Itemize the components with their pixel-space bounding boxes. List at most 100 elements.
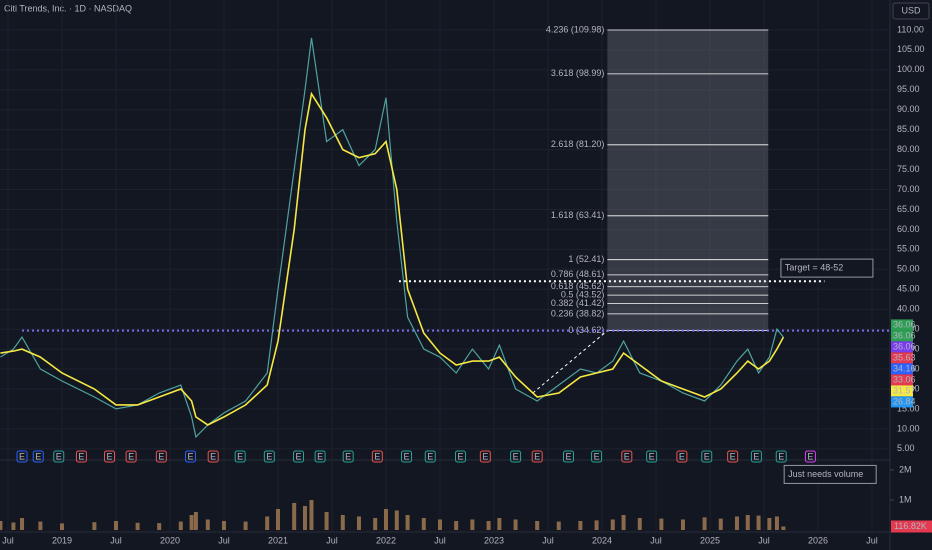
volume-bar	[621, 514, 626, 530]
price-tag-label: 34.16	[893, 363, 916, 373]
volume-bar	[275, 508, 280, 530]
x-tick-label: 2019	[52, 535, 72, 545]
price-tag-label: 36.06	[893, 330, 916, 340]
earnings-marker[interactable]	[750, 450, 762, 463]
fib-box	[607, 30, 769, 331]
earnings-marker[interactable]	[185, 450, 197, 463]
earnings-marker[interactable]	[293, 450, 305, 463]
volume-bar	[421, 517, 426, 530]
x-tick-label: Jul	[434, 535, 446, 545]
earnings-marker[interactable]	[424, 450, 436, 463]
y-tick-label: 70.00	[897, 184, 920, 194]
earnings-marker[interactable]	[531, 450, 543, 463]
earnings-marker[interactable]	[207, 450, 219, 463]
volume-bar	[324, 511, 329, 530]
earnings-marker[interactable]	[479, 450, 491, 463]
y-tick-label: 65.00	[897, 204, 920, 214]
volume-tag	[891, 520, 932, 533]
earnings-marker[interactable]	[400, 450, 412, 463]
fib-label: 1 (52.41)	[568, 254, 604, 264]
earnings-label: E	[295, 451, 301, 461]
earnings-label: E	[679, 451, 685, 461]
volume-bar	[513, 519, 518, 530]
earnings-label: E	[565, 451, 571, 461]
volume-bar	[135, 522, 140, 530]
y-tick-label: 100.00	[897, 64, 925, 74]
x-tick-label: Jul	[326, 535, 338, 545]
x-tick-label: 2022	[376, 535, 396, 545]
earnings-marker[interactable]	[53, 450, 65, 463]
earnings-marker[interactable]	[804, 450, 816, 463]
y-tick-label: 95.00	[897, 84, 920, 94]
volume-bar	[157, 523, 162, 530]
x-tick-label: 2020	[160, 535, 180, 545]
earnings-marker[interactable]	[155, 450, 167, 463]
earnings-label: E	[78, 451, 84, 461]
x-tick-label: Jul	[542, 535, 554, 545]
earnings-marker[interactable]	[234, 450, 246, 463]
y-tick-label: 45.00	[897, 284, 920, 294]
x-tick-label: Jul	[110, 535, 122, 545]
volume-bar	[113, 520, 118, 530]
earnings-marker[interactable]	[621, 450, 633, 463]
earnings-marker[interactable]	[125, 450, 137, 463]
earnings-label: E	[19, 451, 25, 461]
annotation: Just needs volume	[788, 469, 863, 479]
x-tick-label: 2024	[592, 535, 612, 545]
earnings-label: E	[56, 451, 62, 461]
price-tag	[891, 374, 913, 386]
earnings-marker[interactable]	[104, 450, 116, 463]
volume-bar	[610, 519, 615, 530]
earnings-label: E	[107, 451, 113, 461]
earnings-marker[interactable]	[646, 450, 658, 463]
fib-label: 2.618 (81.20)	[551, 139, 605, 149]
earnings-label: E	[753, 451, 759, 461]
earnings-marker[interactable]	[591, 450, 603, 463]
volume-bar	[756, 515, 761, 530]
fib-label: 0.786 (48.61)	[551, 269, 605, 279]
earnings-marker[interactable]	[371, 450, 383, 463]
earnings-marker[interactable]	[342, 450, 354, 463]
fib-label: 0.236 (38.82)	[551, 308, 605, 318]
earnings-marker[interactable]	[775, 450, 787, 463]
volume-bar	[594, 520, 599, 530]
earnings-marker[interactable]	[314, 450, 326, 463]
earnings-label: E	[624, 451, 630, 461]
earnings-label: E	[237, 451, 243, 461]
earnings-marker[interactable]	[562, 450, 574, 463]
earnings-label: E	[427, 451, 433, 461]
x-tick-label: Jul	[218, 535, 230, 545]
earnings-marker[interactable]	[32, 450, 44, 463]
earnings-label: E	[317, 451, 323, 461]
y-tick-label: 60.00	[897, 224, 920, 234]
currency[interactable]: USD	[901, 5, 921, 15]
price-tag-label: 31.57	[893, 385, 916, 395]
price-tag	[891, 319, 913, 331]
earnings-marker[interactable]	[16, 450, 28, 463]
earnings-label: E	[534, 451, 540, 461]
earnings-marker[interactable]	[727, 450, 739, 463]
price-tag-label: 36.06	[893, 341, 916, 351]
y-tick-label: 90.00	[897, 104, 920, 114]
price-tag	[891, 330, 913, 342]
price-tag-label: 26.84	[893, 396, 916, 406]
fib-label: 0.5 (43.52)	[561, 290, 605, 300]
earnings-marker[interactable]	[676, 450, 688, 463]
earnings-label: E	[594, 451, 600, 461]
volume-bar	[578, 520, 583, 530]
volume-bar	[470, 519, 475, 530]
y-tick-label: 85.00	[897, 124, 920, 134]
earnings-marker[interactable]	[510, 450, 522, 463]
earnings-marker[interactable]	[75, 450, 87, 463]
earnings-marker[interactable]	[454, 450, 466, 463]
volume-bar	[20, 517, 25, 530]
y-tick-label: 15.00	[897, 403, 920, 413]
volume-bar	[767, 517, 772, 530]
volume-bar	[486, 520, 491, 530]
earnings-marker[interactable]	[263, 450, 275, 463]
earnings-label: E	[649, 451, 655, 461]
currency-box[interactable]	[892, 2, 930, 20]
earnings-marker[interactable]	[701, 450, 713, 463]
volume-tag-label: 116.82K	[894, 521, 927, 531]
